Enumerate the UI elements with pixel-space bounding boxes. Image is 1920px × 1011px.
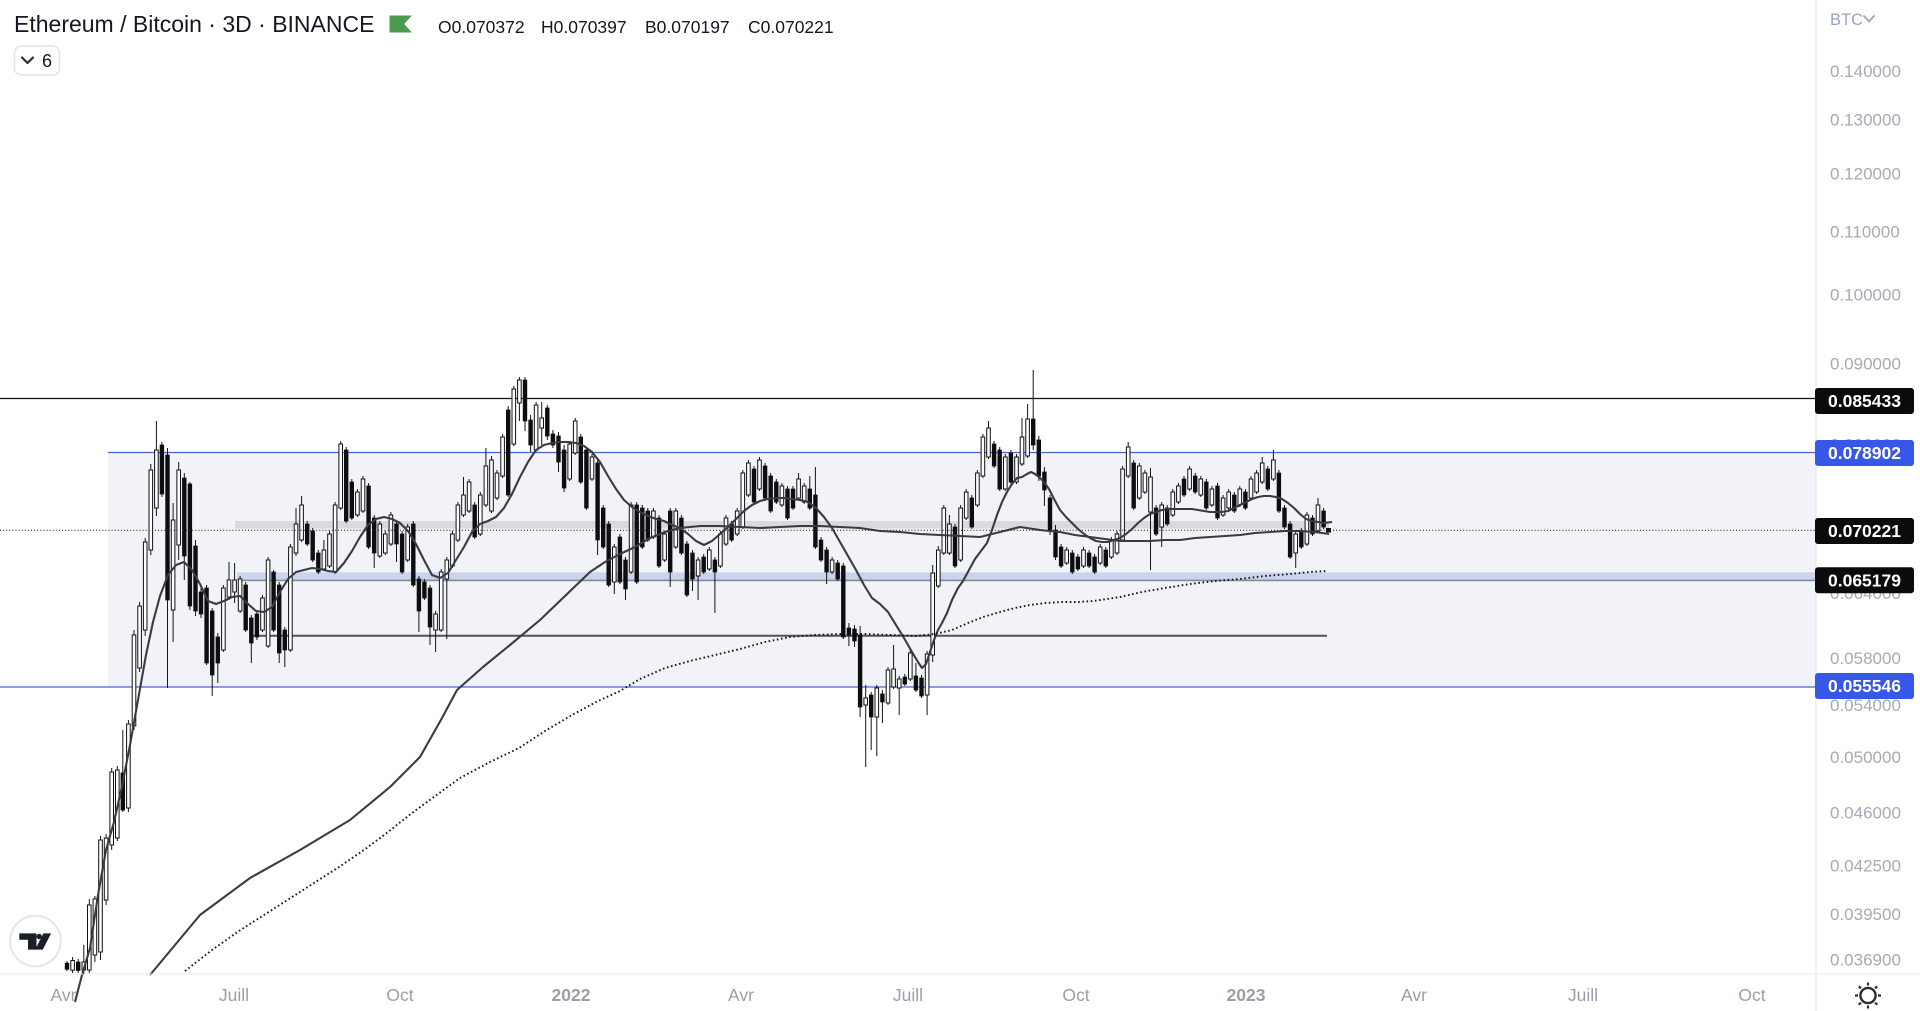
svg-text:0.039500: 0.039500 (1830, 905, 1901, 924)
svg-text:0.050000: 0.050000 (1830, 748, 1901, 767)
svg-text:0.110000: 0.110000 (1830, 223, 1900, 242)
svg-text:Oct: Oct (1062, 985, 1089, 1005)
svg-text:0.078902: 0.078902 (1828, 443, 1901, 463)
svg-text:0.085433: 0.085433 (1828, 391, 1901, 411)
svg-text:Oct: Oct (1738, 985, 1765, 1005)
svg-text:0.070221: 0.070221 (1828, 521, 1901, 541)
svg-text:6: 6 (42, 51, 52, 71)
svg-text:0.046000: 0.046000 (1830, 804, 1901, 823)
svg-text:0.120000: 0.120000 (1830, 165, 1901, 184)
svg-text:Juill: Juill (1568, 985, 1598, 1005)
svg-text:Juill: Juill (893, 985, 923, 1005)
svg-text:0.090000: 0.090000 (1830, 355, 1901, 374)
svg-text:Ethereum / Bitcoin · 3D · BINA: Ethereum / Bitcoin · 3D · BINANCE (14, 11, 374, 37)
svg-text:0.058000: 0.058000 (1830, 649, 1901, 668)
svg-text:BTC: BTC (1830, 11, 1863, 29)
svg-text:C0.070221: C0.070221 (748, 17, 834, 37)
svg-text:0.100000: 0.100000 (1830, 286, 1901, 305)
svg-text:Oct: Oct (386, 985, 413, 1005)
svg-text:0.042500: 0.042500 (1830, 857, 1901, 876)
svg-text:0.130000: 0.130000 (1830, 111, 1901, 130)
svg-text:Avr: Avr (51, 985, 77, 1005)
svg-text:0.054000: 0.054000 (1830, 696, 1901, 715)
svg-text:Juill: Juill (219, 985, 249, 1005)
svg-text:0.036900: 0.036900 (1830, 951, 1901, 970)
svg-text:O0.070372: O0.070372 (438, 17, 525, 37)
svg-text:0.065179: 0.065179 (1828, 570, 1901, 590)
svg-text:2023: 2023 (1227, 985, 1266, 1005)
svg-text:B0.070197: B0.070197 (645, 17, 730, 37)
svg-text:H0.070397: H0.070397 (541, 17, 627, 37)
svg-text:Avr: Avr (1401, 985, 1427, 1005)
svg-text:2022: 2022 (552, 985, 591, 1005)
svg-text:Avr: Avr (728, 985, 754, 1005)
svg-text:0.140000: 0.140000 (1830, 62, 1901, 81)
svg-text:0.055546: 0.055546 (1828, 676, 1901, 696)
